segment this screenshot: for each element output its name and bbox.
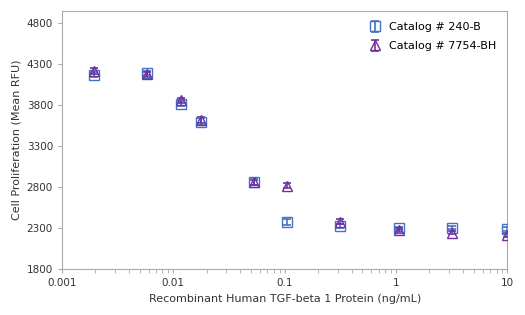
X-axis label: Recombinant Human TGF-beta 1 Protein (ng/mL): Recombinant Human TGF-beta 1 Protein (ng… <box>149 294 421 304</box>
Y-axis label: Cell Proliferation (Mean RFU): Cell Proliferation (Mean RFU) <box>11 60 21 220</box>
Legend: Catalog # 240-B, Catalog # 7754-BH: Catalog # 240-B, Catalog # 7754-BH <box>361 17 502 57</box>
